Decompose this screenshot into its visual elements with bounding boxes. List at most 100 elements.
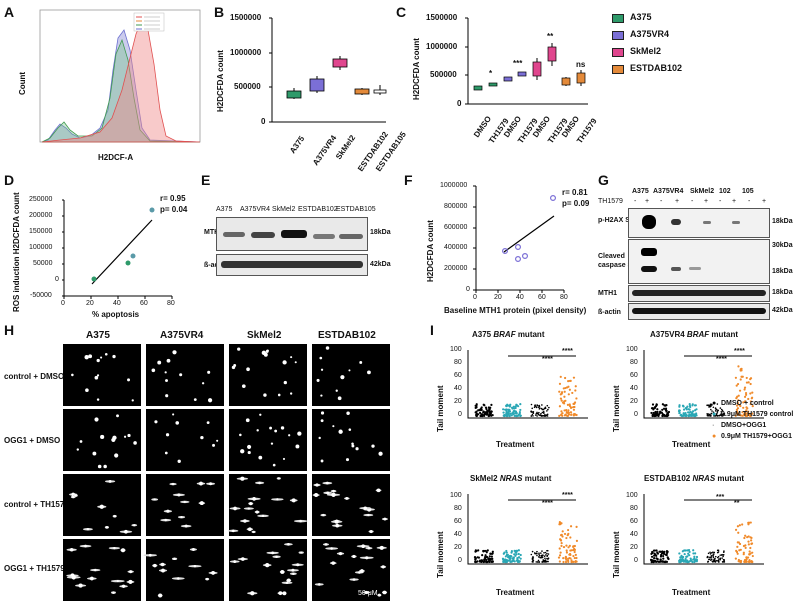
comet-nucleus [199, 481, 203, 486]
tail-moment-point [711, 404, 713, 406]
tail-moment-point [663, 413, 666, 417]
tail-moment-point [735, 550, 739, 554]
tail-moment-point [712, 554, 715, 557]
comet-nucleus [337, 396, 342, 401]
tail-moment-point [542, 561, 544, 563]
comet-nucleus [113, 546, 116, 550]
comet-nucleus [320, 419, 324, 423]
comet-nucleus [316, 378, 320, 382]
dotplot-title: A375VR4 BRAF mutant [650, 330, 739, 339]
tail-moment-point [712, 556, 715, 559]
tail-moment-point [560, 391, 564, 394]
scale-bar-label: 50 μM [358, 590, 378, 597]
comet-nucleus [369, 529, 373, 534]
comet-nucleus [153, 563, 157, 568]
comet-nucleus [241, 384, 246, 389]
comet-nucleus [127, 433, 131, 438]
tail-moment-point [682, 412, 685, 415]
histogram-x-label: H2DCF-A [98, 153, 134, 162]
panel-label-e: E [201, 172, 211, 188]
tail-moment-point [474, 560, 478, 564]
tail-moment-point [689, 559, 693, 562]
comet-nucleus [269, 426, 272, 430]
tail-moment-point [742, 401, 745, 404]
tail-moment-point [714, 560, 717, 563]
tail-moment-point [694, 552, 697, 555]
panel-d-x-label: % apoptosis [92, 310, 140, 319]
tail-moment-point [650, 560, 653, 564]
tail-moment-point [687, 548, 691, 552]
comet-nucleus [96, 398, 100, 401]
tail-moment-point [653, 549, 656, 552]
tail-moment-point [485, 558, 488, 562]
tail-moment-point [710, 555, 713, 557]
comet-nucleus [94, 375, 99, 380]
tail-moment-point [734, 557, 737, 560]
tail-moment-point [710, 408, 712, 411]
tail-moment-point [573, 401, 577, 404]
tail-moment-point [660, 560, 663, 563]
comet-nucleus [88, 354, 93, 359]
blot-g-sign: - [634, 198, 637, 205]
tail-moment-point [661, 408, 664, 411]
comet-nucleus [164, 451, 168, 455]
tail-moment-point [544, 407, 547, 410]
comet-nucleus [116, 414, 119, 418]
tail-moment-point [654, 414, 657, 418]
panel-g-blot: A375 A375VR4 SkMel2 102 105 TH1579 - + -… [598, 172, 799, 322]
comet-nucleus [193, 398, 197, 401]
tail-moment-point [651, 551, 654, 554]
tail-moment-point [688, 403, 691, 406]
comet-nucleus [116, 580, 119, 583]
tail-moment-point [567, 393, 570, 396]
tail-moment-point [568, 404, 572, 408]
tail-moment-point [544, 557, 546, 560]
tail-moment-point [560, 544, 563, 548]
comet-nucleus [338, 551, 343, 556]
tail-moment-point [480, 406, 483, 409]
tail-moment-point [717, 560, 720, 563]
tail-moment-point [693, 560, 697, 563]
tail-moment-point [540, 412, 542, 415]
comet-nucleus [177, 493, 181, 497]
comet-nucleus [277, 477, 281, 480]
blot-g-sign: - [691, 198, 694, 205]
tail-moment-point [567, 532, 570, 535]
panel-label-b: B [214, 4, 225, 20]
tail-moment-point [694, 409, 697, 412]
tail-moment-point [542, 408, 545, 411]
comet-nucleus [246, 367, 250, 372]
comet-nucleus [157, 360, 162, 365]
dotplot-sig: ** [734, 500, 740, 507]
comet-nucleus [94, 417, 99, 422]
tail-moment-point [531, 550, 534, 553]
tail-moment-point [738, 389, 742, 392]
panel-d-ytick: 50000 [33, 260, 53, 267]
tail-moment-point [531, 413, 534, 416]
comet-nucleus [173, 557, 176, 560]
comet-nucleus [335, 389, 338, 392]
tail-moment-point [559, 393, 562, 396]
tail-moment-point [678, 404, 681, 407]
tail-moment-point [575, 397, 578, 400]
tail-moment-point [747, 521, 751, 524]
comet-nucleus [172, 350, 177, 355]
tail-moment-point [666, 556, 669, 559]
comet-nucleus [237, 347, 241, 351]
comet-nucleus [129, 570, 133, 574]
tail-moment-point [723, 559, 726, 561]
blot-g-sign: - [719, 198, 722, 205]
blot-e-kda: 42kDa [370, 261, 391, 268]
tail-moment-point [717, 549, 720, 552]
comet-nucleus [239, 433, 242, 437]
tail-moment-point [653, 557, 656, 560]
tail-moment-point [744, 546, 747, 549]
dotplot-ytick: 60 [630, 372, 638, 379]
histogram-green [41, 38, 201, 143]
legend-swatch [612, 14, 624, 23]
blot-g-kda: 18kDa [772, 268, 793, 275]
dotplot-sig: **** [542, 500, 553, 507]
panel-label-d: D [4, 172, 15, 188]
tail-moment-point [474, 549, 477, 552]
tail-moment-point [737, 531, 740, 534]
